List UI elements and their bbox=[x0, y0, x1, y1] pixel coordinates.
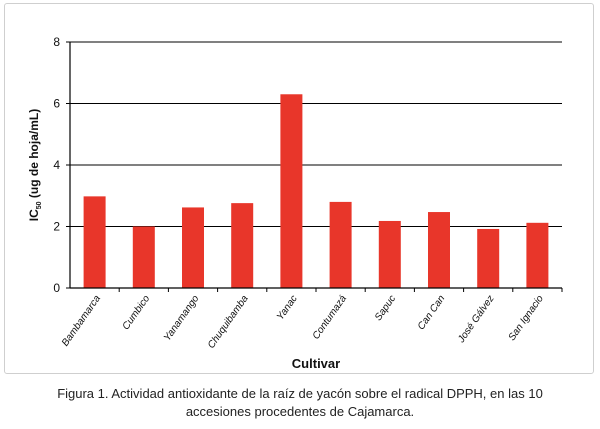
x-tick-label: San Ignacio bbox=[507, 293, 547, 343]
bar-chart: 0 2 4 6 8 Bambamarca Cumbico Yanamango Chuquiba… bbox=[27, 35, 563, 371]
y-axis-title-subscript: 50 bbox=[36, 201, 43, 209]
y-tick-label: 8 bbox=[53, 35, 60, 49]
bar-jos-g-lvez bbox=[477, 228, 500, 288]
x-tick-label: Yanamango bbox=[162, 293, 202, 343]
y-tick-label: 4 bbox=[53, 158, 60, 172]
x-tick-label: Cumbico bbox=[121, 293, 153, 332]
caption-line-1: Figura 1. Actividad antioxidante de la r… bbox=[57, 386, 543, 401]
bar-yanac bbox=[280, 94, 303, 289]
bar-sapuc bbox=[378, 220, 401, 288]
bar-can-can bbox=[428, 212, 450, 288]
x-tick-labels: Bambamarca Cumbico Yanamango Chuquibamba Yan… bbox=[60, 288, 563, 351]
y-tick-label: 0 bbox=[53, 281, 60, 295]
x-tick-label: Yanac bbox=[275, 293, 300, 322]
y-tick-labels: 0 2 4 6 8 bbox=[53, 35, 70, 295]
x-axis-title: Cultivar bbox=[292, 356, 340, 371]
bar-chuquibamba bbox=[231, 203, 254, 288]
bars bbox=[83, 94, 549, 289]
y-axis-title-rest: (ug de hoja/mL) bbox=[27, 109, 41, 202]
gridlines bbox=[70, 41, 562, 227]
bar-bambamarca bbox=[83, 196, 106, 288]
y-axis-title-main: IC bbox=[27, 209, 41, 221]
y-tick-label: 2 bbox=[53, 220, 60, 234]
bar-contumaz- bbox=[329, 201, 352, 288]
caption-line-2: accesiones procedentes de Cajamarca. bbox=[185, 404, 415, 419]
x-tick-label: Contumazá bbox=[311, 293, 350, 342]
bar-san-ignacio bbox=[526, 222, 549, 288]
bar-cumbico bbox=[132, 226, 155, 288]
x-tick-label: Bambamarca bbox=[60, 293, 103, 348]
figure-caption: Figura 1. Actividad antioxidante de la r… bbox=[0, 385, 600, 421]
bar-yanamango bbox=[182, 207, 204, 288]
x-tick-label: Sapuc bbox=[373, 293, 398, 323]
x-tick-label: Can Can bbox=[416, 293, 448, 332]
x-tick-label: Chuquibamba bbox=[206, 293, 251, 351]
x-tick-label: José Gálvez bbox=[456, 293, 497, 345]
y-axis-title: IC50 (ug de hoja/mL) bbox=[27, 109, 43, 221]
y-tick-label: 6 bbox=[53, 97, 60, 111]
